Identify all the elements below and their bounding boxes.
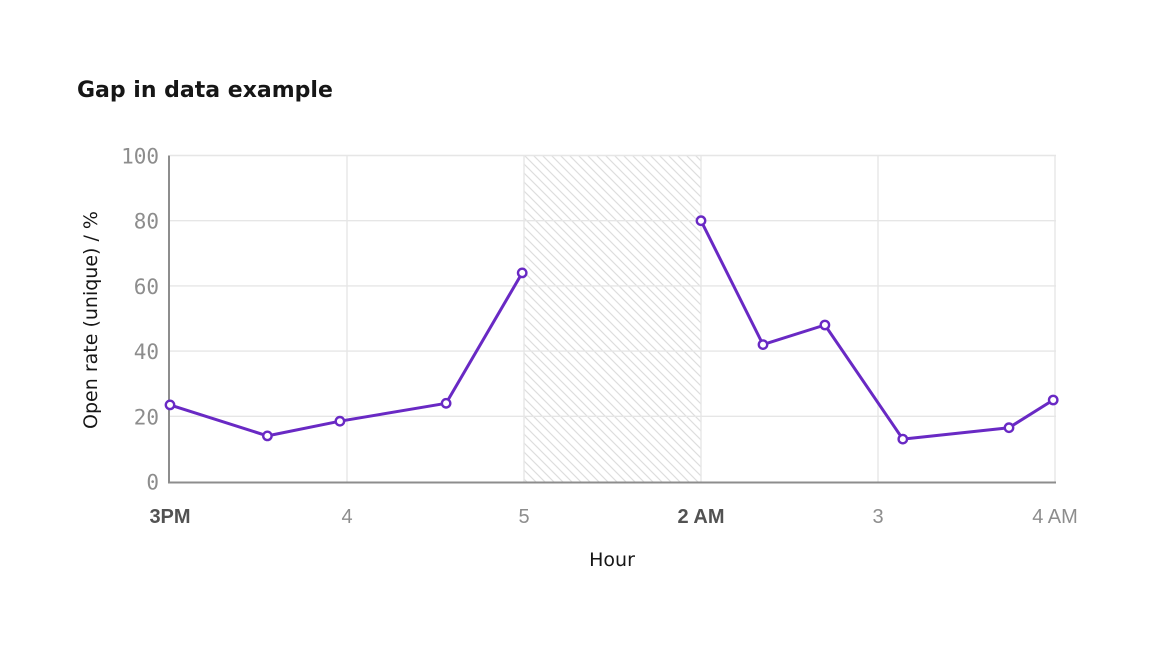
data-point-marker[interactable] <box>819 319 831 331</box>
x-tick-label: 4 AM <box>1032 506 1078 528</box>
data-point-marker[interactable] <box>334 415 346 427</box>
y-tick-label: 80 <box>134 210 159 234</box>
y-tick-label: 20 <box>134 405 159 429</box>
series-line-segment <box>699 219 1055 441</box>
x-axis-title: Hour <box>589 549 635 571</box>
chart-title: Gap in data example <box>77 78 333 103</box>
data-point-marker[interactable] <box>757 339 769 350</box>
y-tick-label: 60 <box>134 275 159 299</box>
x-tick-label: 5 <box>518 506 529 528</box>
data-gap-region <box>524 155 701 482</box>
series-line-segment <box>168 271 524 438</box>
x-tick-label: 3PM <box>149 506 190 528</box>
data-point-marker[interactable] <box>1003 422 1015 434</box>
data-point-marker[interactable] <box>261 430 273 442</box>
x-tick-label: 2 AM <box>677 506 724 528</box>
x-tick-label: 4 <box>341 506 352 528</box>
x-tick-label: 3 <box>872 506 883 528</box>
y-tick-label: 0 <box>146 471 159 495</box>
data-point-marker[interactable] <box>1047 394 1059 406</box>
data-point-marker[interactable] <box>440 397 452 409</box>
y-tick-label: 100 <box>121 145 159 169</box>
data-point-marker[interactable] <box>695 215 707 227</box>
data-point-marker[interactable] <box>516 267 528 279</box>
y-tick-label: 40 <box>134 340 159 364</box>
data-point-marker[interactable] <box>164 399 176 411</box>
data-point-marker[interactable] <box>897 433 909 445</box>
